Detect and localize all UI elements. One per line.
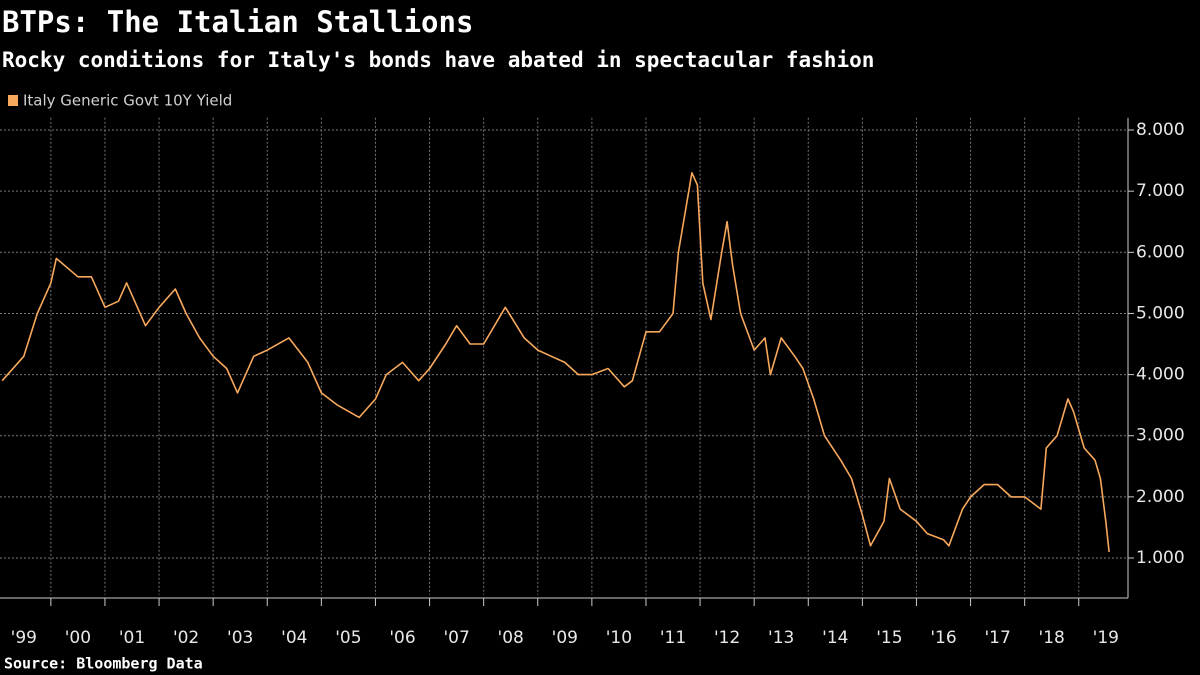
- y-tick-label: 6.000: [1136, 242, 1185, 262]
- x-tick-label: '01: [119, 628, 145, 648]
- x-tick-label: '10: [606, 628, 632, 648]
- x-tick-label: '99: [11, 628, 37, 648]
- x-tick-label: '07: [443, 628, 469, 648]
- x-tick-label: '00: [65, 628, 91, 648]
- x-tick-label: '09: [552, 628, 578, 648]
- y-tick-label: 7.000: [1136, 181, 1185, 201]
- x-tick-label: '18: [1039, 628, 1065, 648]
- y-tick-label: 5.000: [1136, 303, 1185, 323]
- line-series: [1, 172, 1110, 552]
- y-tick-label: 1.000: [1136, 548, 1185, 568]
- x-tick-label: '14: [822, 628, 848, 648]
- y-tick-label: 2.000: [1136, 487, 1185, 507]
- x-tick-label: '17: [984, 628, 1010, 648]
- y-tick-label: 8.000: [1136, 120, 1185, 140]
- x-tick-label: '05: [335, 628, 361, 648]
- x-tick-label: '13: [768, 628, 794, 648]
- legend-swatch: [8, 95, 18, 106]
- chart-title: BTPs: The Italian Stallions: [2, 5, 473, 39]
- x-tick-label: '15: [876, 628, 902, 648]
- legend-label: Italy Generic Govt 10Y Yield: [23, 92, 232, 110]
- x-tick-label: '08: [498, 628, 524, 648]
- x-tick-label: '06: [389, 628, 415, 648]
- x-tick-label: '19: [1093, 628, 1119, 648]
- x-tick-label: '02: [173, 628, 199, 648]
- y-tick-label: 3.000: [1136, 426, 1185, 446]
- x-tick-label: '04: [281, 628, 307, 648]
- x-tick-label: '11: [660, 628, 686, 648]
- x-tick-label: '12: [714, 628, 740, 648]
- y-tick-label: 4.000: [1136, 365, 1185, 385]
- x-tick-label: '03: [227, 628, 253, 648]
- chart-subtitle: Rocky conditions for Italy's bonds have …: [2, 48, 874, 72]
- source: Source: Bloomberg Data: [4, 655, 203, 673]
- x-tick-label: '16: [930, 628, 956, 648]
